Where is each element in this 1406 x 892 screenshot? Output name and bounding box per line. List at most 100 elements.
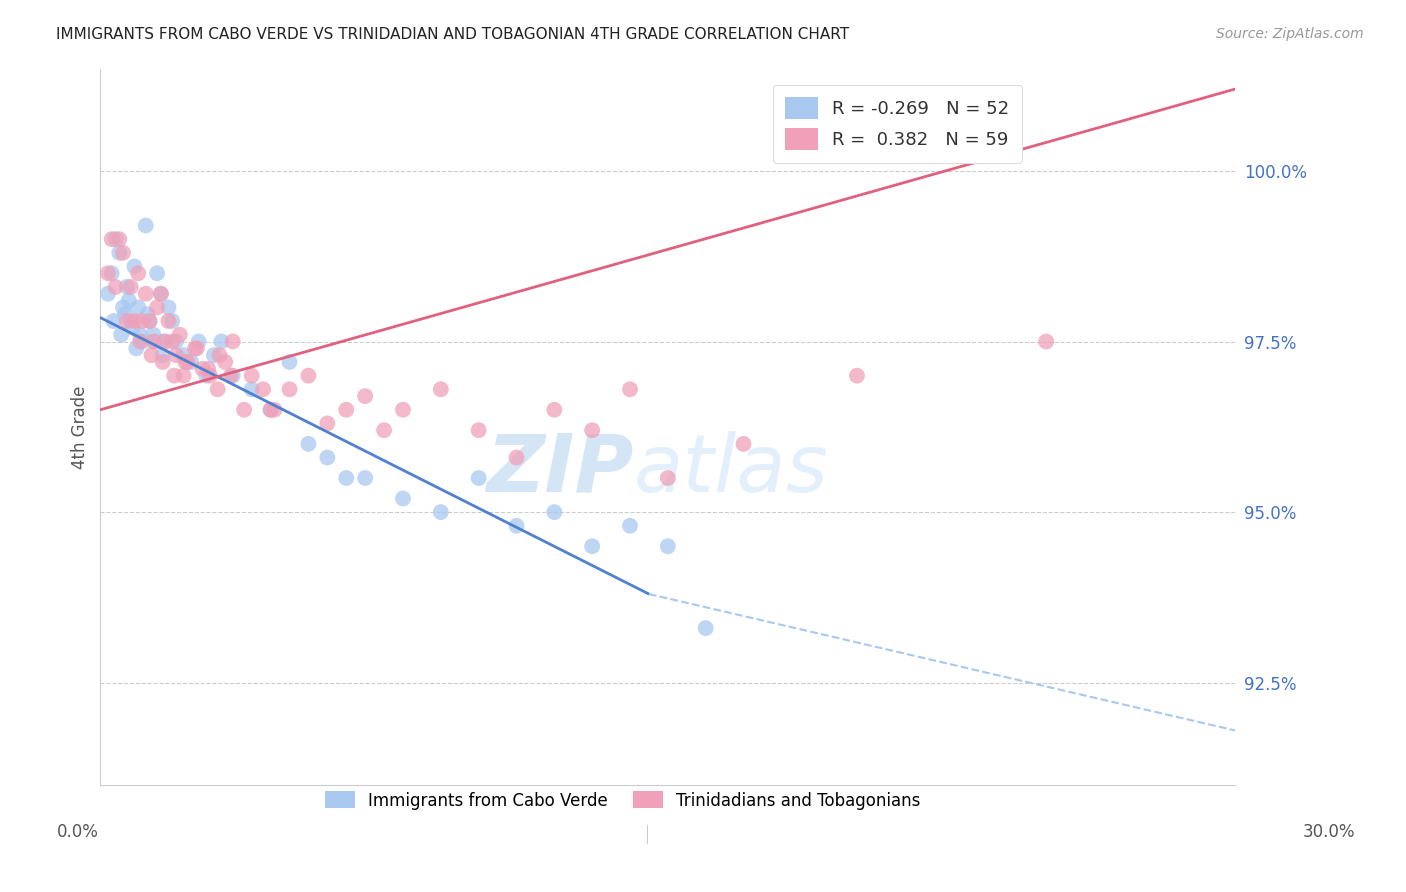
Point xyxy=(208,348,231,362)
Point xyxy=(259,402,281,417)
Point xyxy=(153,334,176,349)
Text: ZIP: ZIP xyxy=(486,431,634,508)
Point xyxy=(297,368,319,383)
Point xyxy=(100,266,122,280)
Point xyxy=(316,417,339,431)
Point xyxy=(141,348,163,362)
Point xyxy=(392,491,415,506)
Point xyxy=(354,389,377,403)
Point xyxy=(118,293,141,308)
Point xyxy=(146,301,169,315)
Point xyxy=(125,342,148,356)
Point xyxy=(129,334,152,349)
Point xyxy=(149,286,172,301)
Point xyxy=(104,280,127,294)
Point xyxy=(695,621,717,635)
Point xyxy=(335,471,357,485)
Point xyxy=(197,361,219,376)
Point xyxy=(263,402,285,417)
Point xyxy=(124,260,146,274)
Point xyxy=(430,382,453,396)
Point xyxy=(108,245,131,260)
Point xyxy=(392,402,415,417)
Point xyxy=(233,402,256,417)
Point xyxy=(187,334,209,349)
Point xyxy=(131,334,153,349)
Point xyxy=(619,518,641,533)
Point xyxy=(846,368,869,383)
Point xyxy=(120,314,142,328)
Point xyxy=(103,314,125,328)
Point xyxy=(163,368,186,383)
Point xyxy=(184,342,207,356)
Point xyxy=(278,355,301,369)
Legend: Immigrants from Cabo Verde, Trinidadians and Tobagonians: Immigrants from Cabo Verde, Trinidadians… xyxy=(318,785,927,816)
Point xyxy=(138,314,160,328)
Point xyxy=(619,382,641,396)
Point xyxy=(430,505,453,519)
Point xyxy=(127,266,149,280)
Point xyxy=(354,471,377,485)
Point xyxy=(169,327,191,342)
Point xyxy=(174,355,197,369)
Point xyxy=(202,348,225,362)
Point xyxy=(657,539,679,553)
Point xyxy=(581,423,603,437)
Point xyxy=(252,382,274,396)
Point xyxy=(100,232,122,246)
Point xyxy=(207,382,229,396)
Point xyxy=(136,307,159,321)
Point xyxy=(160,334,183,349)
Point xyxy=(127,301,149,315)
Point xyxy=(146,266,169,280)
Point xyxy=(278,382,301,396)
Point xyxy=(259,402,281,417)
Text: Source: ZipAtlas.com: Source: ZipAtlas.com xyxy=(1216,27,1364,41)
Point xyxy=(153,334,176,349)
Point xyxy=(543,505,565,519)
Point xyxy=(131,314,153,328)
Text: 30.0%: 30.0% xyxy=(1302,822,1355,840)
Point xyxy=(191,361,214,376)
Point xyxy=(124,314,146,328)
Point xyxy=(219,368,242,383)
Point xyxy=(112,245,135,260)
Point xyxy=(240,368,263,383)
Point xyxy=(180,355,202,369)
Point xyxy=(152,348,174,362)
Point xyxy=(135,219,157,233)
Point xyxy=(335,402,357,417)
Point xyxy=(165,334,187,349)
Point xyxy=(104,232,127,246)
Point xyxy=(173,348,195,362)
Point xyxy=(115,314,138,328)
Point xyxy=(152,355,174,369)
Point xyxy=(186,342,208,356)
Point xyxy=(97,266,120,280)
Point xyxy=(114,307,136,321)
Point xyxy=(142,334,165,349)
Point xyxy=(142,327,165,342)
Point xyxy=(157,301,180,315)
Point xyxy=(112,301,135,315)
Point xyxy=(222,334,245,349)
Point xyxy=(129,327,152,342)
Point xyxy=(240,382,263,396)
Point xyxy=(198,368,221,383)
Point xyxy=(120,280,142,294)
Point xyxy=(110,327,132,342)
Point xyxy=(543,402,565,417)
Point xyxy=(581,539,603,553)
Point xyxy=(214,355,236,369)
Point xyxy=(657,471,679,485)
Point xyxy=(297,437,319,451)
Point xyxy=(97,286,120,301)
Point xyxy=(195,368,218,383)
Point xyxy=(149,286,172,301)
Point xyxy=(138,314,160,328)
Point xyxy=(505,450,527,465)
Text: 0.0%: 0.0% xyxy=(56,822,98,840)
Point xyxy=(165,348,187,362)
Point xyxy=(733,437,755,451)
Point xyxy=(108,232,131,246)
